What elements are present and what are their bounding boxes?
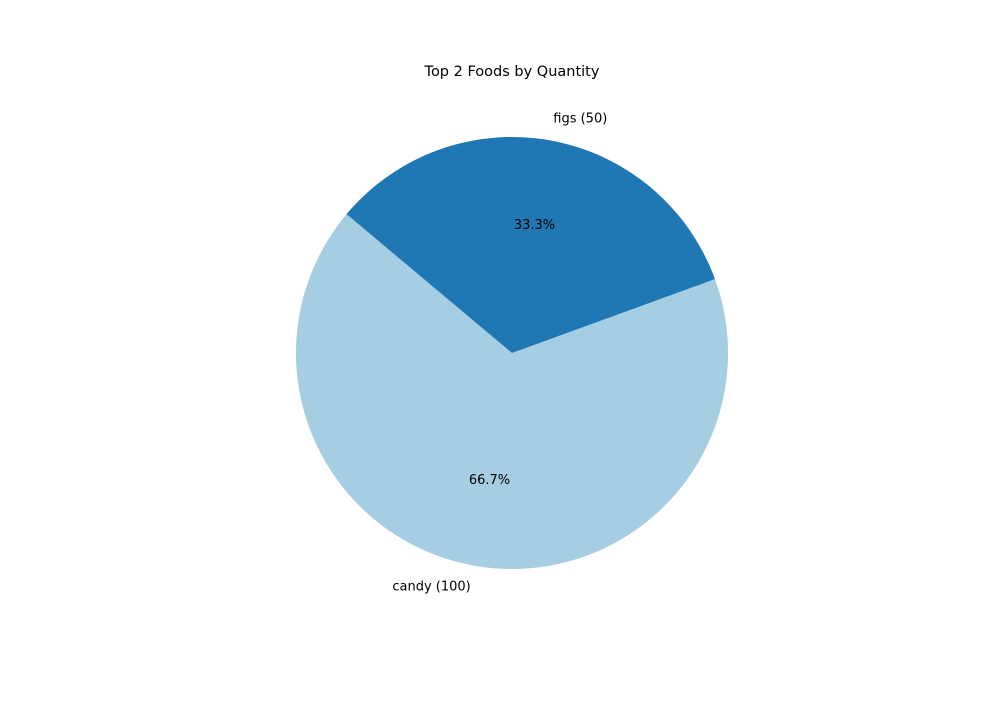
pie-slices xyxy=(295,136,728,569)
pie-slice-figs xyxy=(346,136,715,353)
pie-labels: candy (100) 66.7% figs (50) 33.3% xyxy=(392,112,607,595)
percent-label-candy: 66.7% xyxy=(469,473,510,488)
slice-label-candy: candy (100) xyxy=(392,579,470,594)
chart-title: Top 2 Foods by Quantity xyxy=(424,64,600,80)
percent-label-figs: 33.3% xyxy=(514,218,555,233)
slice-label-figs: figs (50) xyxy=(553,112,607,127)
pie-slice-candy xyxy=(295,214,728,569)
